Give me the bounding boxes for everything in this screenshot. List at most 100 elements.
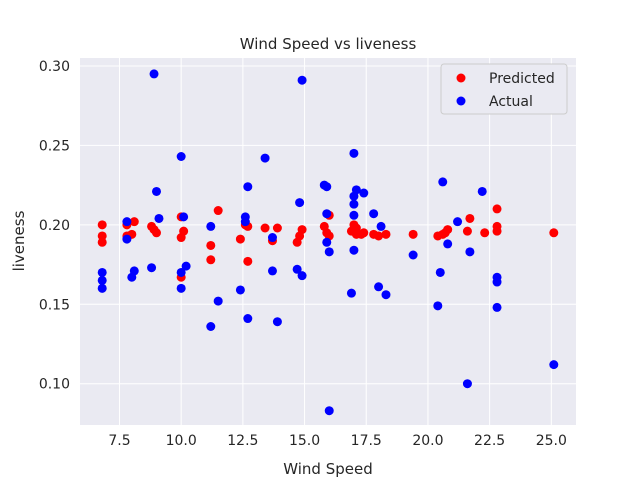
data-point-actual (465, 247, 475, 257)
x-tick-label: 15.0 (289, 433, 320, 449)
data-point-actual (176, 283, 186, 293)
data-point-actual (322, 182, 332, 192)
data-point-predicted (260, 223, 270, 233)
data-point-actual (243, 314, 253, 324)
data-point-actual (272, 317, 282, 327)
legend-marker-actual (456, 96, 466, 106)
data-point-predicted (151, 228, 161, 238)
data-point-actual (462, 379, 472, 389)
x-tick-labels: 7.5 10.0 12.5 15.0 17.5 20.0 22.5 25.0 (108, 433, 567, 449)
data-point-actual (435, 267, 445, 277)
legend-marker-predicted (456, 73, 466, 83)
data-point-actual (240, 217, 250, 227)
data-point-actual (433, 301, 443, 311)
legend: Predicted Actual (440, 63, 568, 115)
data-point-predicted (97, 237, 107, 247)
data-point-actual (438, 177, 448, 187)
data-point-actual (324, 247, 334, 257)
data-point-actual (260, 153, 270, 163)
data-point-actual (176, 267, 186, 277)
y-tick-label: 0.25 (39, 138, 70, 154)
data-point-predicted (443, 225, 453, 235)
data-point-actual (292, 264, 302, 274)
data-point-predicted (492, 204, 502, 214)
data-point-actual (147, 263, 157, 273)
series-actual (97, 69, 559, 416)
data-point-predicted (381, 229, 391, 239)
data-point-actual (549, 360, 559, 370)
data-point-actual (492, 277, 502, 287)
y-tick-labels: 0.10 0.15 0.20 0.25 0.30 (39, 59, 70, 393)
y-tick-label: 0.15 (39, 297, 70, 313)
data-point-actual (374, 282, 384, 292)
x-axis-label: Wind Speed (283, 460, 373, 478)
data-point-predicted (213, 206, 223, 216)
data-point-actual (176, 152, 186, 162)
data-point-actual (267, 266, 277, 276)
data-point-actual (443, 239, 453, 249)
chart-title: Wind Speed vs liveness (240, 35, 417, 53)
data-point-actual (206, 321, 216, 331)
data-point-predicted (97, 220, 107, 230)
data-point-actual (122, 217, 132, 227)
series-predicted (97, 204, 559, 282)
data-point-actual (122, 234, 132, 244)
data-point-predicted (492, 226, 502, 236)
data-points (97, 69, 559, 416)
data-point-actual (359, 188, 369, 198)
data-point-actual (346, 288, 356, 298)
legend-label-predicted: Predicted (489, 71, 555, 87)
data-point-actual (297, 271, 307, 281)
data-point-actual (179, 212, 189, 222)
data-point-predicted (359, 228, 369, 238)
data-point-predicted (235, 234, 245, 244)
data-point-actual (349, 148, 359, 158)
data-point-actual (408, 250, 418, 260)
data-point-actual (149, 69, 159, 79)
data-point-predicted (97, 231, 107, 241)
data-point-predicted (243, 256, 253, 266)
data-point-predicted (351, 223, 361, 233)
data-point-actual (349, 199, 359, 209)
legend-label-actual: Actual (489, 94, 533, 110)
data-point-predicted (408, 229, 418, 239)
data-point-actual (369, 209, 379, 219)
data-point-actual (267, 233, 277, 243)
y-tick-label: 0.10 (39, 377, 70, 393)
data-point-actual (322, 237, 332, 247)
x-tick-label: 20.0 (412, 433, 443, 449)
x-tick-label: 12.5 (227, 433, 258, 449)
data-point-actual (351, 185, 361, 195)
data-point-predicted (549, 228, 559, 238)
data-point-actual (349, 245, 359, 255)
data-point-predicted (179, 226, 189, 236)
data-point-actual (322, 209, 332, 219)
data-point-actual (181, 261, 191, 271)
data-point-actual (297, 75, 307, 85)
y-tick-label: 0.20 (39, 218, 70, 234)
data-point-actual (97, 283, 107, 293)
data-point-actual (97, 275, 107, 285)
data-point-actual (235, 285, 245, 295)
data-point-predicted (206, 240, 216, 250)
data-point-actual (376, 221, 386, 231)
data-point-actual (97, 267, 107, 277)
data-point-actual (349, 210, 359, 220)
data-point-predicted (374, 231, 384, 241)
data-point-actual (154, 213, 164, 223)
x-tick-label: 22.5 (474, 433, 505, 449)
legend-box (440, 63, 568, 115)
data-point-predicted (480, 228, 490, 238)
x-tick-label: 17.5 (351, 433, 382, 449)
data-point-predicted (129, 217, 139, 227)
data-point-actual (151, 186, 161, 196)
data-point-predicted (272, 223, 282, 233)
data-point-actual (381, 290, 391, 300)
x-tick-label: 10.0 (166, 433, 197, 449)
data-point-actual (243, 182, 253, 192)
data-point-actual (295, 198, 305, 208)
data-point-actual (492, 302, 502, 312)
data-point-predicted (297, 225, 307, 235)
data-point-actual (213, 296, 223, 306)
